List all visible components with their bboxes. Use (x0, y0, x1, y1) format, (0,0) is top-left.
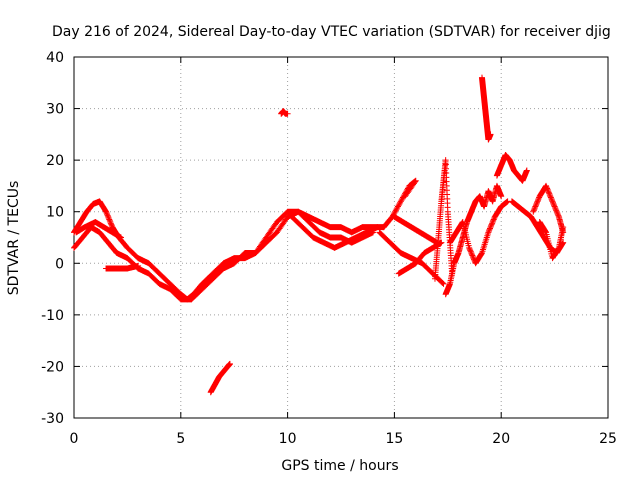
x-tick-label: 15 (385, 431, 403, 447)
series-track-q (536, 219, 567, 262)
plot-frame (73, 56, 609, 419)
series-track-p (530, 182, 567, 236)
y-tick-label: -30 (41, 411, 64, 427)
plus-marker-trail (207, 360, 233, 396)
x-tick-label: 10 (279, 431, 297, 447)
series-track-m (478, 74, 494, 143)
y-tick-label: 0 (55, 256, 64, 272)
series-track-b (71, 208, 377, 303)
series-track-l (446, 198, 511, 267)
y-tick-label: 10 (46, 205, 64, 221)
y-tick-label: -10 (41, 308, 64, 324)
series-track-e (288, 213, 381, 251)
series-track-r (207, 360, 233, 396)
plus-marker-trail (530, 182, 567, 236)
series-track-s (278, 108, 291, 117)
plus-marker-trail (71, 208, 377, 303)
series-track-d (103, 262, 142, 272)
series-track-a (71, 198, 387, 303)
plus-marker-trail (71, 198, 387, 303)
plus-marker-trail (478, 74, 494, 143)
y-tick-label: 40 (46, 50, 64, 66)
x-tick-label: 0 (70, 431, 79, 447)
y-tick-label: 30 (46, 102, 64, 118)
series-track-c (73, 219, 124, 241)
plus-marker-trail (278, 108, 291, 117)
plus-marker-trail (73, 219, 124, 241)
plus-marker-trail (493, 151, 530, 184)
x-tick-label: 5 (176, 431, 185, 447)
y-tick-label: 20 (46, 153, 64, 169)
chart-title: Day 216 of 2024, Sidereal Day-to-day VTE… (52, 24, 611, 40)
x-axis-label: GPS time / hours (281, 458, 398, 474)
plus-marker-trail (103, 262, 142, 272)
grid (74, 57, 608, 418)
plus-marker-trail (536, 219, 567, 262)
x-tick-label: 25 (599, 431, 617, 447)
plus-marker-trail (446, 198, 511, 267)
plus-marker-trail (288, 213, 381, 251)
y-axis-label: SDTVAR / TECUs (6, 181, 22, 296)
series-track-f (380, 177, 419, 231)
y-axis: -30 -20 -10 0 10 20 30 40 (41, 50, 608, 427)
x-axis: 0 5 10 15 20 25 (70, 57, 617, 447)
x-tick-label: 20 (492, 431, 510, 447)
plus-marker-trail (391, 213, 441, 246)
series-track-n (493, 151, 530, 184)
series-track-j (431, 157, 456, 282)
series-track-i (391, 213, 441, 246)
plus-marker-trail (431, 157, 456, 282)
plus-marker-trail (380, 177, 419, 231)
data-points (71, 74, 567, 396)
y-tick-label: -20 (41, 359, 64, 375)
